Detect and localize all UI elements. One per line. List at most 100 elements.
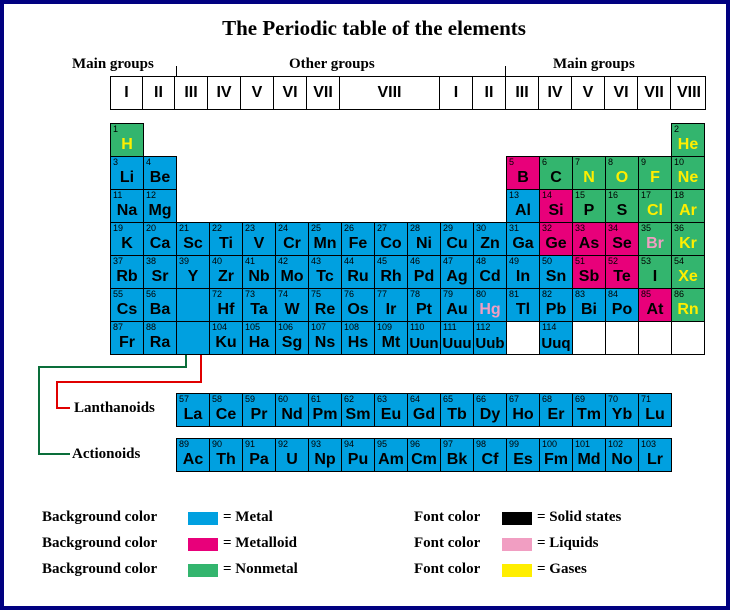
group-number-15: VIII — [676, 84, 701, 101]
atomic-number: 38 — [146, 256, 157, 266]
element-cell-zn: 30 Zn — [473, 222, 507, 256]
atomic-number: 29 — [443, 223, 454, 233]
element-cell-rn: 86 Rn — [671, 288, 705, 322]
atomic-number: 104 — [212, 322, 228, 332]
element-symbol: N — [583, 169, 595, 186]
element-symbol: At — [646, 301, 664, 318]
element-cell-uuu: 111 Uuu — [440, 321, 474, 355]
element-cell-be: 4 Be — [143, 156, 177, 190]
element-symbol: Pd — [413, 268, 435, 285]
atomic-number: 19 — [113, 223, 124, 233]
atomic-number: 83 — [575, 289, 586, 299]
element-cell-ku: 104 Ku — [209, 321, 243, 355]
group-number-11: IV — [539, 77, 572, 109]
group-number-12: V — [572, 77, 605, 109]
element-symbol: Li — [119, 169, 135, 186]
element-cell-hf: 72 Hf — [209, 288, 243, 322]
element-cell-li: 3 Li — [110, 156, 144, 190]
atomic-number: 53 — [641, 256, 652, 266]
atomic-number: 92 — [278, 439, 289, 449]
group-divider-right — [505, 66, 506, 80]
element-symbol: Mg — [148, 202, 172, 219]
element-symbol: Cu — [446, 235, 468, 252]
element-symbol: Se — [612, 235, 632, 252]
atomic-number: 63 — [377, 394, 388, 404]
group-divider-left — [176, 66, 177, 80]
element-cell-ba: 56 Ba — [143, 288, 177, 322]
element-symbol: Sr — [151, 268, 169, 285]
actinoid-cell-es: 99 Es — [506, 438, 540, 472]
atomic-number: 88 — [146, 322, 157, 332]
element-symbol: Ho — [512, 406, 534, 423]
element-cell-uuq: 114 Uuq — [539, 321, 573, 355]
element-cell-co: 27 Co — [374, 222, 408, 256]
atomic-number: 66 — [476, 394, 487, 404]
element-symbol: As — [578, 235, 600, 252]
actinoid-cell-pa: 91 Pa — [242, 438, 276, 472]
atomic-number: 4 — [146, 157, 152, 167]
lanthanoid-cell-tb: 65 Tb — [440, 393, 474, 427]
element-cell-sn: 50 Sn — [539, 255, 573, 289]
actinoid-cell-th: 90 Th — [209, 438, 243, 472]
element-symbol: Md — [577, 451, 601, 468]
element-symbol: Er — [547, 406, 565, 423]
actinoids-label: Actionoids — [72, 446, 141, 462]
legend-font-prefix: Font color — [414, 509, 481, 525]
actinoid-cell-lr: 103 Lr — [638, 438, 672, 472]
element-cell-ra: 88 Ra — [143, 321, 177, 355]
atomic-number: 25 — [311, 223, 322, 233]
atomic-number: 59 — [245, 394, 256, 404]
atomic-number: 30 — [476, 223, 487, 233]
atomic-number: 14 — [542, 190, 553, 200]
element-symbol: Ce — [215, 406, 237, 423]
element-symbol: Ca — [149, 235, 171, 252]
atomic-number: 34 — [608, 223, 619, 233]
element-cell-k: 19 K — [110, 222, 144, 256]
atomic-number: 35 — [641, 223, 652, 233]
element-symbol: Yb — [611, 406, 633, 423]
atomic-number: 15 — [575, 190, 586, 200]
element-symbol: Bk — [446, 451, 468, 468]
atomic-number: 9 — [641, 157, 647, 167]
element-cell-bi: 83 Bi — [572, 288, 606, 322]
element-cell-te: 52 Te — [605, 255, 639, 289]
element-symbol: Tm — [577, 406, 601, 423]
lanthanoid-cell-eu: 63 Eu — [374, 393, 408, 427]
actinoid-cell-bk: 97 Bk — [440, 438, 474, 472]
element-symbol: Sc — [183, 235, 203, 252]
atomic-number: 78 — [410, 289, 421, 299]
atomic-number: 3 — [113, 157, 119, 167]
actinoid-cell-cf: 98 Cf — [473, 438, 507, 472]
element-cell-cu: 29 Cu — [440, 222, 474, 256]
actinoid-cell-u: 92 U — [275, 438, 309, 472]
element-symbol: Lu — [645, 406, 665, 423]
legend-swatch — [502, 538, 532, 551]
element-cell-se: 34 Se — [605, 222, 639, 256]
legend-swatch — [188, 538, 218, 551]
atomic-number: 60 — [278, 394, 289, 404]
actinoid-cell-fm: 100 Fm — [539, 438, 573, 472]
element-cell-pb: 82 Pb — [539, 288, 573, 322]
group-number-14: VII — [638, 77, 671, 109]
atomic-number: 95 — [377, 439, 388, 449]
atomic-number: 77 — [377, 289, 388, 299]
element-cell-placeholder — [506, 321, 540, 355]
element-symbol: F — [650, 169, 660, 186]
element-symbol: V — [253, 235, 265, 252]
element-symbol: Hf — [217, 301, 235, 318]
element-symbol: Fr — [119, 334, 135, 351]
atomic-number: 90 — [212, 439, 223, 449]
atomic-number: 41 — [245, 256, 256, 266]
atomic-number: 103 — [641, 439, 657, 449]
element-symbol: No — [611, 451, 633, 468]
series-connectors — [38, 306, 202, 455]
element-cell-kr: 36 Kr — [671, 222, 705, 256]
atomic-number: 114 — [542, 322, 557, 332]
atomic-number: 85 — [641, 289, 652, 299]
element-symbol: Hg — [479, 301, 501, 318]
element-cell-ge: 32 Ge — [539, 222, 573, 256]
element-cell-he: 2 He — [671, 123, 705, 157]
element-symbol: Zr — [218, 268, 234, 285]
lanthanoid-cell-pm: 61 Pm — [308, 393, 342, 427]
